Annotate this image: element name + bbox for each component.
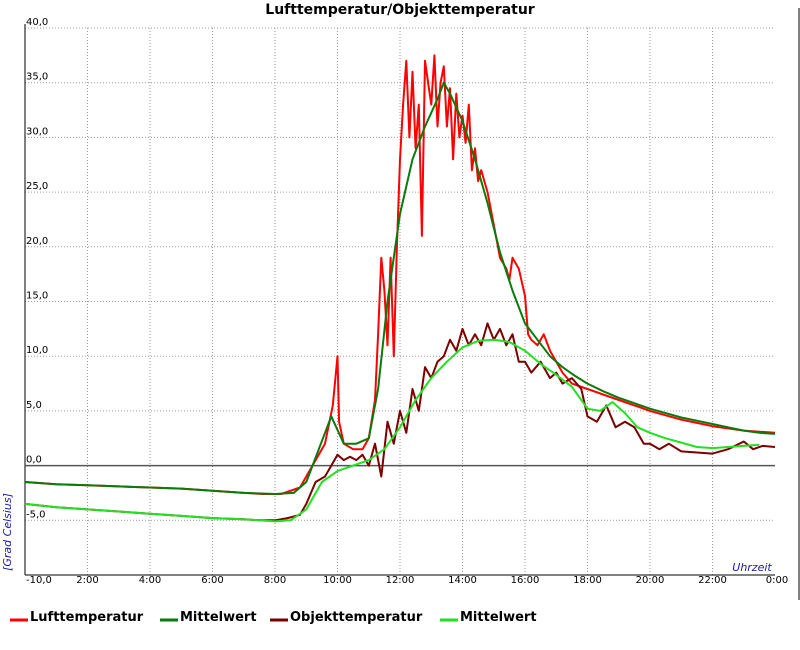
y-tick-label: 10,0 — [26, 345, 48, 356]
x-tick-label: 18:00 — [573, 575, 602, 586]
x-tick-label: 0:00 — [766, 575, 788, 586]
y-tick-label: 40,0 — [26, 17, 48, 28]
legend-item: Lufttemperatur — [10, 610, 144, 625]
x-tick-label: 16:00 — [511, 575, 540, 586]
legend-label: Mittelwert — [180, 610, 257, 625]
x-tick-label: 20:00 — [636, 575, 665, 586]
series-group — [24, 54, 776, 523]
series-line-3 — [24, 322, 776, 522]
legend-label: Objekttemperatur — [290, 610, 423, 625]
legend-label: Lufttemperatur — [30, 610, 144, 625]
x-tick-label: 2:00 — [76, 575, 98, 586]
chart-title: Lufttemperatur/Objekttemperatur — [265, 2, 535, 18]
legend-label: Mittelwert — [460, 610, 537, 625]
x-tick-label: 14:00 — [448, 575, 477, 586]
x-axis-label: Uhrzeit — [732, 561, 772, 574]
series-line-4 — [24, 338, 760, 523]
legend-item: Mittelwert — [440, 610, 537, 625]
x-tick-label: 8:00 — [264, 575, 286, 586]
series-line-2 — [24, 81, 776, 495]
y-axis-label: [Grad Celsius] — [1, 493, 14, 571]
y-tick-label: 0,0 — [26, 455, 42, 466]
axes — [24, 8, 800, 600]
x-tick-label: 4:00 — [139, 575, 161, 586]
x-tick-label: 6:00 — [201, 575, 223, 586]
legend-item: Mittelwert — [160, 610, 257, 625]
x-tick-label: 10:00 — [323, 575, 352, 586]
legend-item: Objekttemperatur — [270, 610, 423, 625]
series-line-1 — [24, 54, 776, 495]
y-tick-label: -10,0 — [26, 575, 52, 586]
y-tick-label: 15,0 — [26, 291, 48, 302]
y-tick-label: 5,0 — [26, 400, 42, 411]
y-tick-label: 25,0 — [26, 181, 48, 192]
y-tick-label: -5,0 — [26, 509, 46, 520]
y-tick-label: 30,0 — [26, 126, 48, 137]
x-tick-label: 22:00 — [698, 575, 727, 586]
x-tick-label: 12:00 — [386, 575, 415, 586]
y-tick-label: 35,0 — [26, 72, 48, 83]
legend: Lufttemperatur Mittelwert Objekttemperatur… — [10, 610, 537, 625]
grid — [25, 27, 775, 575]
tick-labels: 2:00 4:00 6:00 8:00 10:00 12:00 14:00 16:00 18:0… — [26, 17, 788, 586]
y-tick-label: 20,0 — [26, 236, 48, 247]
